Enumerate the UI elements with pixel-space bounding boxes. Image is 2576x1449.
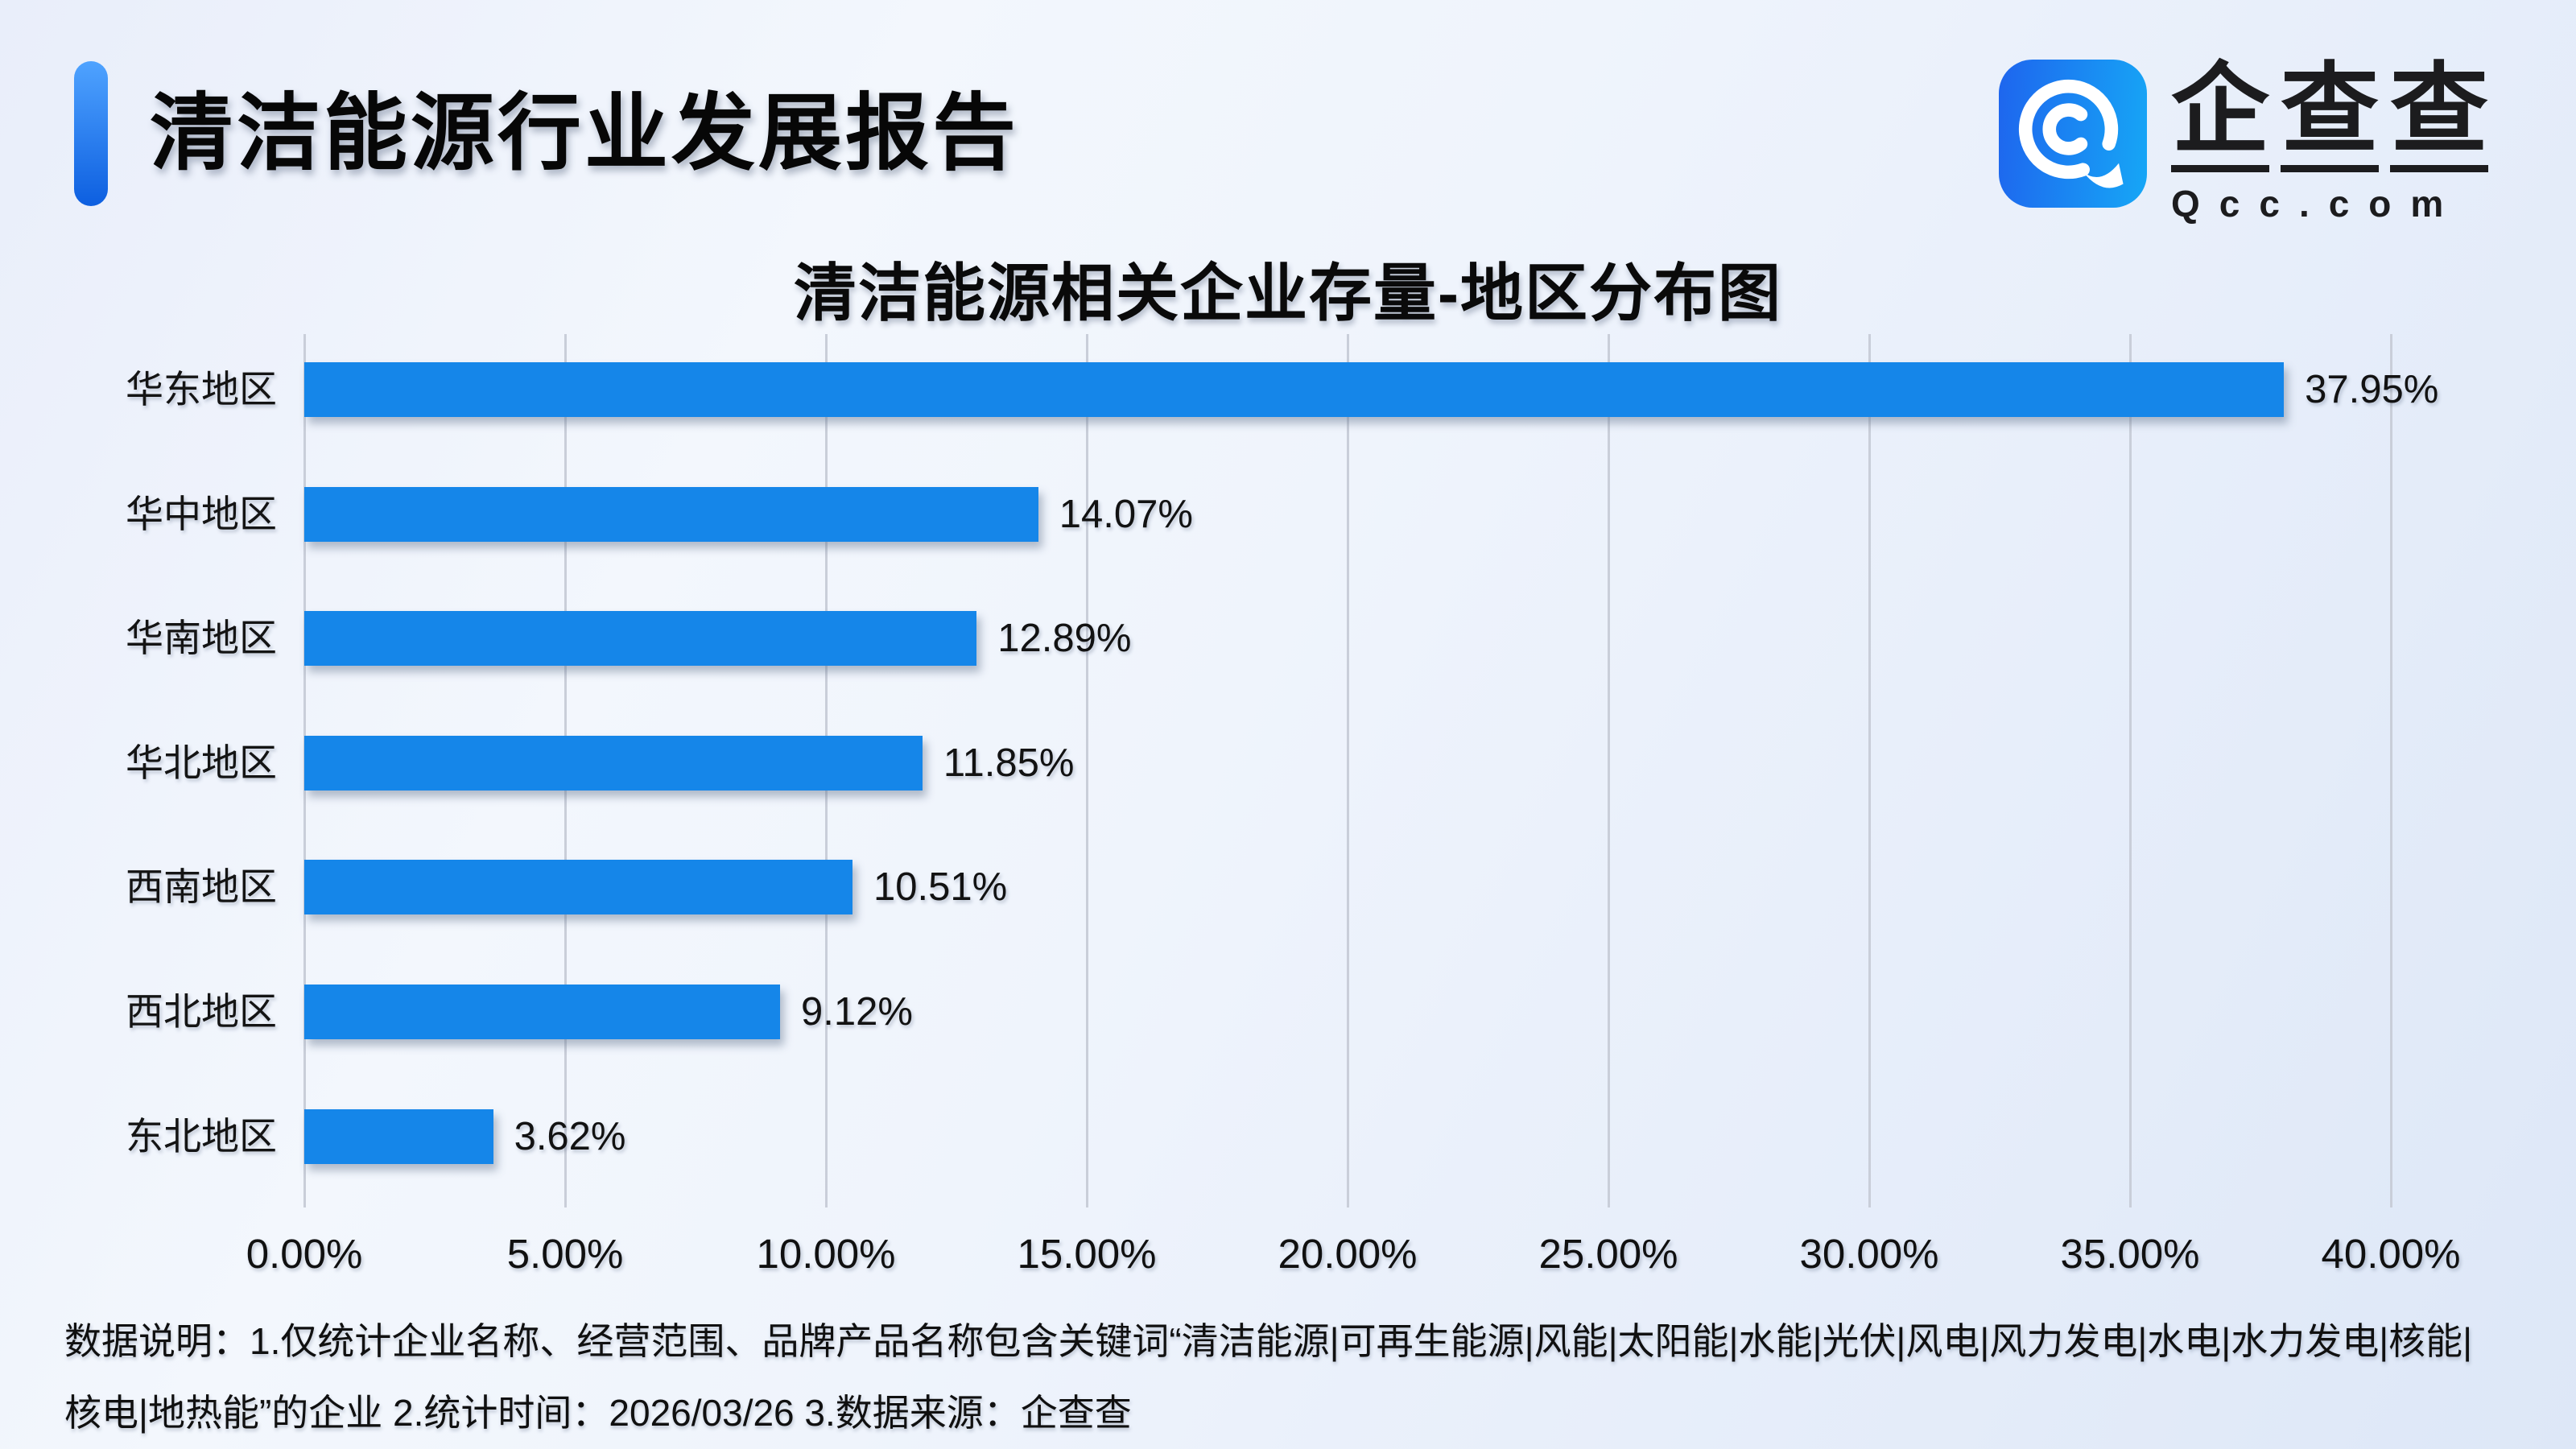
category-label: 西南地区 (126, 865, 277, 909)
bar-value-label: 37.95% (2305, 368, 2439, 411)
bar-row: 东北地区 3.62% (126, 1108, 2391, 1164)
x-tick-label: 25.00% (1538, 1231, 1678, 1277)
x-tick-label: 20.00% (1278, 1231, 1418, 1277)
plot-area: 0.00% 5.00% 10.00% 15.00% 20.00% 25.00% 30.00%… (126, 334, 2460, 1277)
category-label: 东北地区 (126, 1114, 277, 1158)
bar (304, 1108, 493, 1164)
logo-name-char: 企 (2171, 60, 2269, 173)
gridline (1086, 334, 1088, 1208)
bar-value-label: 12.89% (997, 617, 1132, 661)
bar (304, 362, 2285, 417)
bar-value-label: 14.07% (1059, 492, 1193, 536)
bar-row: 华北地区 11.85% (126, 735, 2391, 791)
logo-name-char: 查 (2390, 60, 2488, 173)
bar-value-label: 11.85% (943, 741, 1075, 785)
bar-row: 西南地区 10.51% (126, 860, 2391, 915)
x-tick-label: 10.00% (756, 1231, 896, 1277)
bar (304, 985, 780, 1039)
logo-name-char: 查 (2281, 60, 2379, 173)
gridline (2390, 334, 2392, 1208)
bar (304, 735, 923, 791)
gridline (1347, 334, 1349, 1208)
category-label: 华东地区 (126, 368, 277, 411)
bar-value-label: 3.62% (514, 1114, 626, 1158)
bar-row: 华南地区 12.89% (126, 611, 2391, 667)
logo-name: 企查查 (2171, 60, 2488, 173)
category-label: 华中地区 (126, 492, 277, 535)
x-tick-label: 35.00% (2060, 1231, 2200, 1277)
bar (304, 486, 1038, 542)
logo-domain: Qcc.com (2171, 183, 2463, 225)
bar-value-label: 10.51% (873, 865, 1008, 910)
gridline (1608, 334, 1610, 1208)
category-label: 华北地区 (126, 741, 277, 784)
data-note-line-1: 数据说明：1.仅统计企业名称、经营范围、品牌产品名称包含关键词“清洁能源|可再生… (64, 1320, 2473, 1362)
x-tick-label: 40.00% (2321, 1231, 2461, 1277)
title-accent-bar (74, 61, 108, 206)
bar-row: 华东地区 37.95% (126, 362, 2438, 417)
x-tick-label: 15.00% (1017, 1231, 1157, 1277)
x-tick-label: 30.00% (1799, 1231, 1939, 1277)
bar (304, 860, 853, 915)
category-label: 西北地区 (126, 990, 277, 1033)
gridline (1868, 334, 1871, 1208)
x-tick-label: 0.00% (246, 1231, 363, 1277)
data-notes: 数据说明：1.仅统计企业名称、经营范围、品牌产品名称包含关键词“清洁能源|可再生… (64, 1306, 2560, 1449)
x-tick-label: 5.00% (506, 1231, 624, 1277)
category-label: 华南地区 (126, 617, 277, 660)
bar-row: 西北地区 9.12% (126, 985, 2391, 1039)
bar (304, 611, 977, 667)
gridline (2129, 334, 2132, 1208)
qcc-logo-text: 企查查 Qcc.com (2171, 60, 2488, 225)
data-note-line-2: 核电|地热能”的企业 2.统计时间：2026/03/26 3.数据来源：企查查 (64, 1392, 1132, 1434)
qcc-logo: 企查查 Qcc.com (1999, 60, 2488, 225)
bar-row: 华中地区 14.07% (126, 486, 2391, 542)
bar-value-label: 9.12% (800, 990, 913, 1034)
chart-title: 清洁能源相关企业存量-地区分布图 (794, 258, 1782, 328)
report-title: 清洁能源行业发展报告 (150, 87, 1020, 180)
qcc-logo-icon (1999, 60, 2147, 208)
